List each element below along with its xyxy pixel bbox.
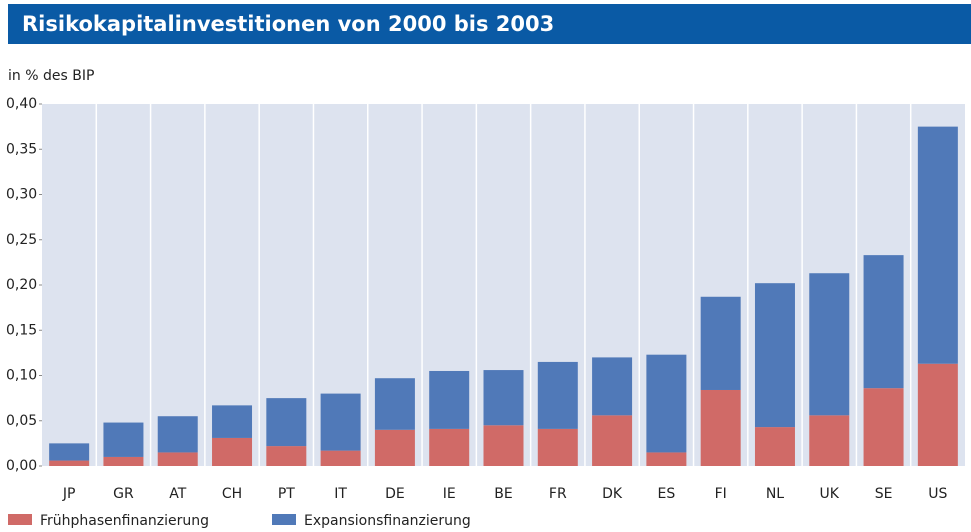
bar-segment	[809, 415, 850, 466]
x-tick-label: AT	[169, 486, 186, 502]
x-tick-label: IE	[443, 486, 456, 502]
x-tick-label: US	[928, 486, 947, 502]
y-tick-label: 0,00	[6, 458, 37, 474]
bar-segment	[863, 255, 904, 389]
y-tick-label: 0,15	[6, 322, 37, 338]
bar-segment	[754, 283, 795, 428]
legend-label: Expansionsfinanzierung	[304, 513, 471, 529]
chart-title: Risikokapitalinvestitionen von 2000 bis …	[22, 12, 554, 36]
bar-segment	[103, 456, 144, 466]
bar-segment	[320, 393, 361, 451]
bar-segment	[212, 437, 253, 466]
bar-segment	[49, 443, 90, 461]
bar-segment	[863, 388, 904, 466]
y-tick-label: 0,05	[6, 413, 37, 429]
bar-segment	[646, 354, 687, 453]
x-tick-label: NL	[766, 486, 784, 502]
x-tick-label: FR	[549, 486, 567, 502]
bar-segment	[103, 422, 144, 457]
bar-segment	[809, 273, 850, 416]
y-tick-label: 0,40	[6, 96, 37, 112]
y-tick-label: 0,25	[6, 232, 37, 248]
bar-segment	[483, 425, 524, 466]
bar-segment	[320, 450, 361, 466]
legend-swatch	[272, 514, 296, 525]
x-tick-label: UK	[820, 486, 840, 502]
bar-segment	[754, 427, 795, 466]
x-tick-label: SE	[875, 486, 893, 502]
title-bar	[8, 4, 971, 44]
bar-segment	[917, 363, 958, 466]
bar-segment	[700, 296, 741, 390]
y-axis-label: in % des BIP	[8, 68, 94, 84]
bar-segment	[592, 357, 633, 416]
x-tick-label: CH	[222, 486, 242, 502]
y-tick-label: 0,20	[6, 277, 37, 293]
bar-segment	[429, 428, 470, 466]
bar-segment	[157, 416, 198, 453]
x-tick-label: GR	[113, 486, 134, 502]
y-tick-label: 0,30	[6, 187, 37, 203]
legend-label: Frühphasenfinanzierung	[40, 513, 209, 529]
x-tick-label: PT	[278, 486, 295, 502]
x-tick-label: BE	[494, 486, 512, 502]
bar-segment	[917, 126, 958, 364]
x-tick-label: DK	[602, 486, 623, 502]
bar-segment	[157, 452, 198, 466]
bar-segment	[266, 446, 307, 466]
x-tick-label: DE	[385, 486, 405, 502]
bar-segment	[429, 370, 470, 429]
bar-segment	[49, 460, 90, 466]
bar-segment	[537, 428, 578, 466]
bar-segment	[483, 370, 524, 426]
x-tick-label: FI	[715, 486, 727, 502]
x-tick-label: JP	[62, 486, 76, 502]
bar-segment	[266, 398, 307, 447]
x-tick-label: ES	[658, 486, 676, 502]
y-tick-label: 0,10	[6, 368, 37, 384]
y-tick-label: 0,35	[6, 141, 37, 157]
bar-segment	[700, 389, 741, 466]
bar-segment	[212, 405, 253, 438]
legend-swatch	[8, 514, 32, 525]
bar-segment	[374, 429, 415, 466]
bar-segment	[374, 378, 415, 430]
bar-segment	[592, 415, 633, 466]
x-tick-label: IT	[334, 486, 347, 502]
bar-segment	[537, 361, 578, 429]
bar-segment	[646, 452, 687, 466]
